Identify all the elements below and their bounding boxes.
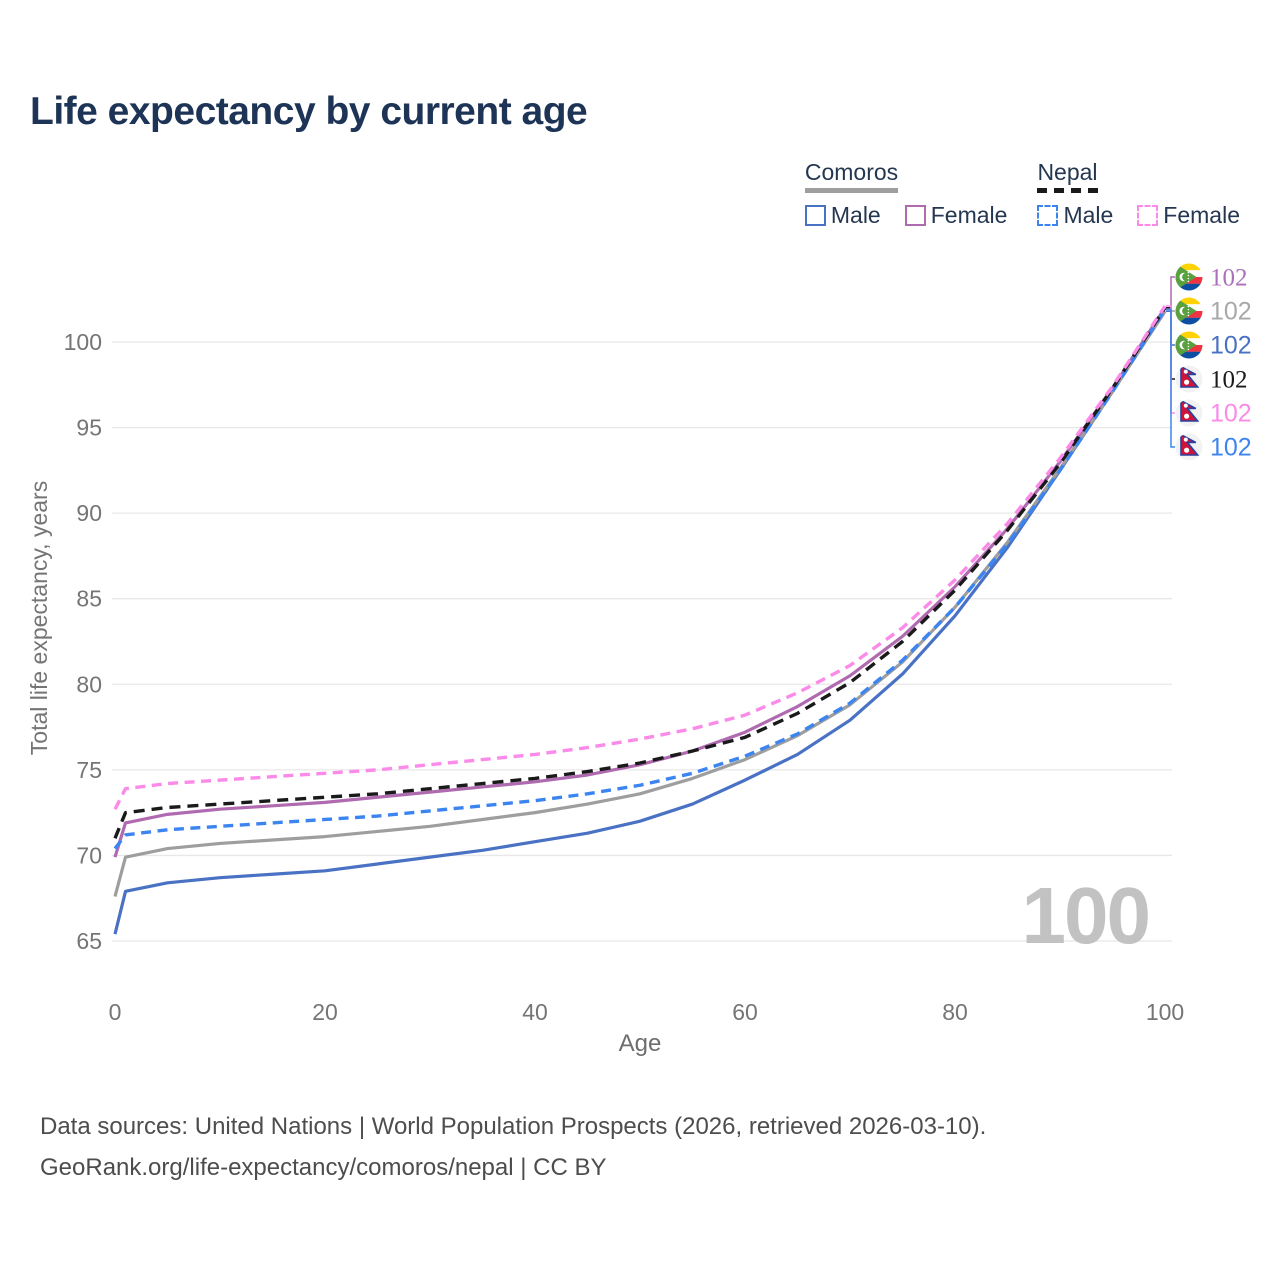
y-tick-label: 75 bbox=[76, 757, 102, 783]
legend-item-nepal-male[interactable]: Male bbox=[1037, 202, 1113, 229]
legend-label-comoros-female: Female bbox=[930, 202, 1008, 229]
page-title: Life expectancy by current age bbox=[30, 90, 588, 133]
data-sources-line: Data sources: United Nations | World Pop… bbox=[40, 1113, 987, 1140]
legend-swatch-comoros-female bbox=[904, 205, 926, 227]
legend-heading-comoros[interactable]: Comoros bbox=[804, 159, 899, 194]
y-tick-label: 90 bbox=[76, 500, 102, 526]
legend-item-nepal-female[interactable]: Female bbox=[1137, 202, 1240, 229]
legend-swatch-comoros-male bbox=[804, 205, 826, 227]
legend-label-comoros-male: Male bbox=[830, 202, 881, 229]
x-tick-label: 20 bbox=[312, 999, 338, 1025]
axis-ticks: 65 70 75 80 85 90 95 100 0 20 40 60 80 100 bbox=[64, 329, 1185, 1025]
end-label-nepal_male: 102 bbox=[1210, 434, 1252, 462]
line-nepal_female[interactable] bbox=[113, 305, 1167, 810]
footer-caption: Data sources: United Nations | World Pop… bbox=[40, 1106, 986, 1188]
end-labels: 102 102 102 102 102 102 bbox=[1166, 263, 1252, 462]
gridlines bbox=[112, 341, 1172, 942]
y-tick-label: 85 bbox=[76, 586, 102, 612]
end-label-nepal: 102 bbox=[1210, 367, 1248, 394]
leader-line-nepal_male bbox=[1166, 308, 1175, 448]
line-comoros_male[interactable] bbox=[113, 310, 1167, 935]
y-tick-label: 65 bbox=[76, 928, 102, 954]
comoros-flag-icon bbox=[1175, 331, 1203, 359]
series-lines bbox=[113, 305, 1167, 935]
line-comoros[interactable] bbox=[113, 310, 1167, 897]
comoros-flag-icon bbox=[1175, 263, 1203, 291]
legend-items-nepal: Male Female bbox=[1037, 202, 1240, 229]
x-tick-label: 40 bbox=[522, 999, 548, 1025]
legend-group-nepal: Nepal Male Female bbox=[1037, 159, 1240, 229]
x-axis-title: Age bbox=[619, 1030, 662, 1057]
y-tick-label: 80 bbox=[76, 671, 102, 697]
y-axis-title: Total life expectancy, years bbox=[26, 481, 52, 755]
end-label-nepal_female: 102 bbox=[1210, 400, 1252, 428]
x-tick-label: 60 bbox=[732, 999, 758, 1025]
legend-items-comoros: Male Female bbox=[804, 202, 1008, 229]
line-nepal[interactable] bbox=[113, 306, 1167, 839]
legend-label-nepal-female: Female bbox=[1163, 202, 1240, 229]
y-tick-label: 70 bbox=[76, 842, 102, 868]
attribution-line: GeoRank.org/life-expectancy/comoros/nepa… bbox=[40, 1154, 607, 1181]
x-tick-label: 0 bbox=[109, 999, 122, 1025]
end-label-comoros: 102 bbox=[1210, 298, 1252, 326]
end-label-comoros_male: 102 bbox=[1210, 332, 1252, 360]
legend-item-comoros-male[interactable]: Male bbox=[804, 202, 881, 229]
nepal-flag-icon bbox=[1175, 365, 1203, 393]
legend-group-comoros: Comoros Male Female bbox=[804, 159, 1008, 229]
legend-swatch-nepal-male bbox=[1037, 205, 1059, 227]
line-nepal_male[interactable] bbox=[113, 308, 1167, 850]
x-tick-label: 100 bbox=[1146, 999, 1184, 1025]
legend-item-comoros-female[interactable]: Female bbox=[904, 202, 1008, 229]
nepal-flag-icon bbox=[1175, 433, 1203, 461]
end-label-comoros_female: 102 bbox=[1210, 265, 1248, 292]
y-tick-label: 95 bbox=[76, 415, 102, 441]
legend-swatch-nepal-female bbox=[1137, 205, 1159, 227]
comoros-flag-icon bbox=[1175, 297, 1203, 325]
leader-line-comoros_female bbox=[1166, 276, 1175, 309]
line-comoros_female[interactable] bbox=[113, 306, 1167, 858]
x-tick-label: 80 bbox=[942, 999, 968, 1025]
nepal-flag-icon bbox=[1175, 399, 1203, 427]
legend-heading-nepal[interactable]: Nepal bbox=[1037, 159, 1098, 194]
y-tick-label: 100 bbox=[64, 329, 102, 355]
legend-label-nepal-male: Male bbox=[1063, 202, 1114, 229]
chart-legend: Comoros Male Female Nepal Male bbox=[804, 159, 1240, 229]
